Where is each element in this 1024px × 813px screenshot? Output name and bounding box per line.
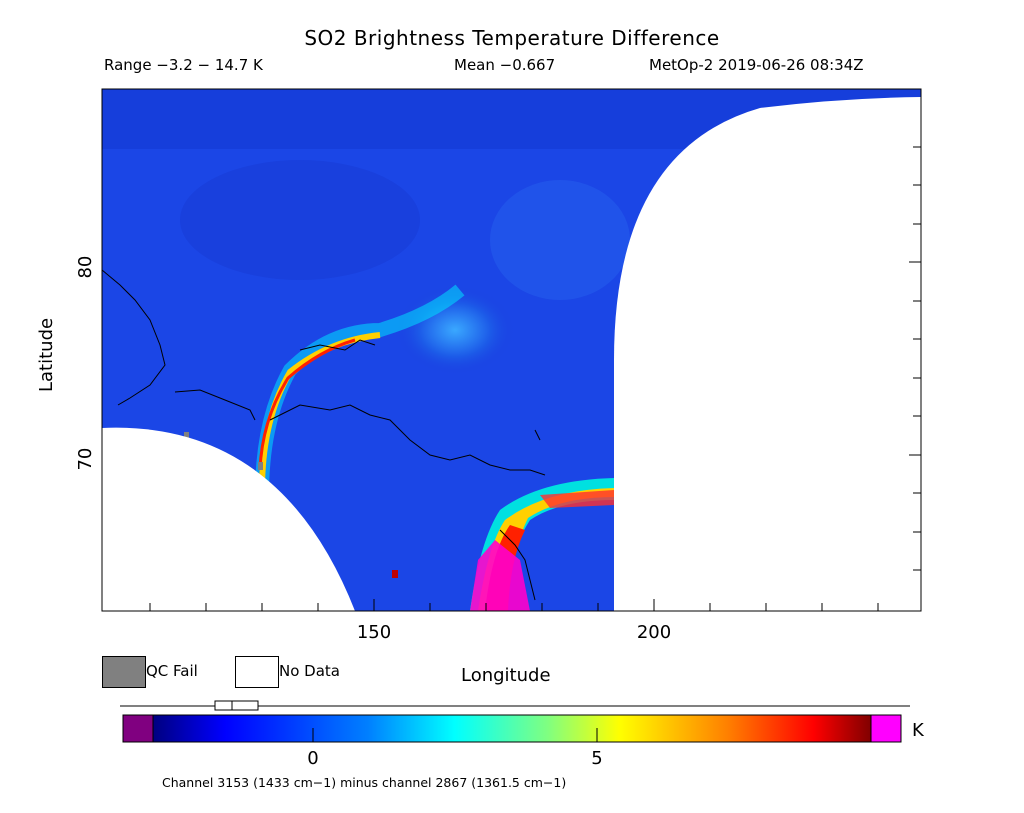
range-label: Range −3.2 − 14.7 K <box>104 56 263 74</box>
x-axis-label: Longitude <box>461 665 551 686</box>
coastline <box>102 269 546 601</box>
no-data-region-east <box>614 97 921 611</box>
chart-title: SO2 Brightness Temperature Difference <box>304 26 720 50</box>
colorbar-ticks <box>312 728 598 742</box>
colorbar <box>152 714 872 743</box>
y-ticks <box>909 146 921 571</box>
qc-fail-swatch <box>102 656 146 688</box>
plume-main-outer <box>470 478 614 611</box>
colorbar-overflow <box>870 714 902 743</box>
plot-frame <box>101 88 922 612</box>
y-tick-label-80: 80 <box>75 255 96 279</box>
no-data-region-west <box>102 427 355 611</box>
satellite-label: MetOp-2 2019-06-26 08:34Z <box>649 56 864 74</box>
channel-footnote: Channel 3153 (1433 cm−1) minus channel 2… <box>162 775 567 790</box>
x-tick-label-200: 200 <box>636 622 672 643</box>
colorbar-underflow <box>122 714 154 743</box>
qc-fail-label: QC Fail <box>146 662 198 680</box>
no-data-swatch <box>235 656 279 688</box>
x-ticks <box>149 599 879 611</box>
data-field <box>102 89 921 611</box>
colorbar-tick-0: 0 <box>307 748 319 769</box>
mean-label: Mean −0.667 <box>454 56 556 74</box>
plume-overflow <box>470 540 530 611</box>
y-tick-label-70: 70 <box>75 447 96 471</box>
y-axis-label: Latitude <box>36 317 57 392</box>
colorbar-tick-5: 5 <box>591 748 603 769</box>
colorbar-unit: K <box>912 720 924 741</box>
no-data-label: No Data <box>279 662 340 680</box>
colorbar-slider-handle[interactable] <box>214 700 259 711</box>
x-tick-label-150: 150 <box>356 622 392 643</box>
